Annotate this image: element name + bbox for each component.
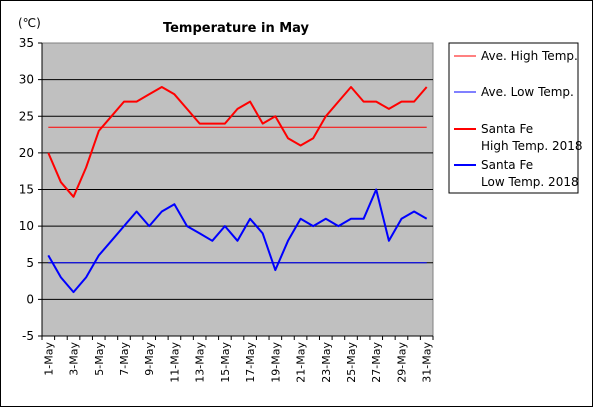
legend-label: High Temp. 2018: [481, 139, 583, 153]
x-tick-label: 11-May: [168, 342, 181, 383]
legend-label: Low Temp. 2018: [481, 175, 579, 189]
y-tick-label: 20: [19, 146, 34, 160]
x-tick-label: 17-May: [244, 342, 257, 383]
legend-label: Ave. Low Temp.: [481, 85, 574, 99]
y-tick-label: 25: [19, 109, 34, 123]
legend: Ave. High Temp. Ave. Low Temp. Santa Fe Hig…: [448, 42, 583, 194]
y-axis-unit-label: (℃): [18, 16, 41, 30]
chart-title: Temperature in May: [163, 21, 310, 36]
x-tick-label: 13-May: [194, 342, 207, 383]
x-tick-label: 19-May: [269, 342, 282, 383]
x-tick-label: 31-May: [421, 342, 434, 383]
legend-label: Ave. High Temp.: [481, 49, 578, 63]
series-line-3: [47, 86, 428, 198]
x-tick-label: 1-May: [42, 342, 55, 376]
legend-box: [448, 42, 579, 194]
x-tick-label: 7-May: [118, 342, 131, 376]
x-tick-label: 21-May: [295, 342, 308, 383]
series-line-4: [47, 188, 428, 294]
x-tick-label: 5-May: [93, 342, 106, 376]
y-tick-label: 0: [26, 292, 34, 306]
x-tick-label: 27-May: [370, 342, 383, 383]
y-tick-label: 10: [19, 219, 34, 233]
y-tick-label: 30: [19, 73, 34, 87]
axes: -5 0 5 10 15 20 25 30 35 1-May 3-May 5-May 7-May 9-Ma…: [19, 36, 434, 383]
y-tick-label: 5: [26, 256, 34, 270]
x-tick-label: 29-May: [395, 342, 408, 383]
series-lines: [47, 86, 428, 294]
x-tick-label: 23-May: [320, 342, 333, 383]
y-tick-label: -5: [22, 329, 34, 343]
x-tick-label: 3-May: [68, 342, 81, 376]
y-tick-label: 35: [19, 36, 34, 50]
legend-label: Santa Fe: [481, 158, 533, 172]
x-tick-label: 9-May: [143, 342, 156, 376]
legend-label: Santa Fe: [481, 122, 533, 136]
y-tick-label: 15: [19, 183, 34, 197]
x-tick-label: 15-May: [219, 342, 232, 383]
x-tick-label: 25-May: [345, 342, 358, 383]
